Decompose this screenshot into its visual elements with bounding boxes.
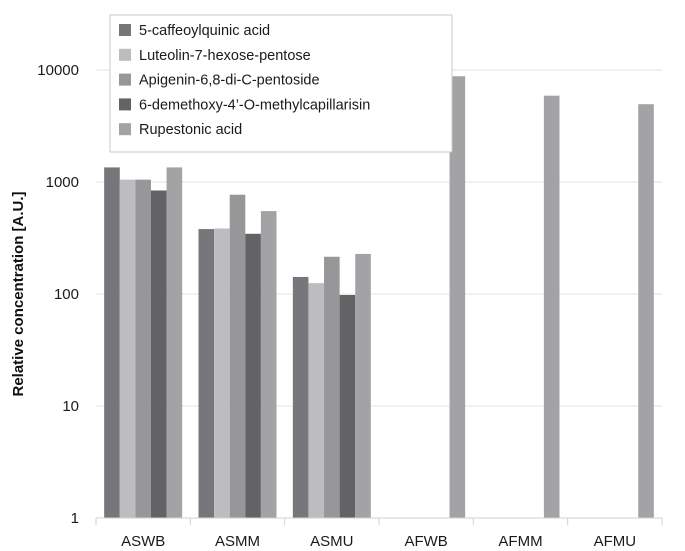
legend-label: Apigenin-6,8-di-C-pentoside [139, 73, 320, 89]
legend-swatch [119, 73, 131, 86]
bar [214, 228, 230, 518]
x-category-label: AFMM [498, 533, 542, 550]
x-category-label: ASMM [215, 533, 260, 550]
x-category-labels: ASWB ASMM ASMU AFWB AFMM AFMU [121, 533, 636, 550]
y-tick-label: 10 [62, 398, 79, 415]
y-tick-label: 10000 [37, 62, 79, 79]
bar [119, 179, 136, 518]
legend-swatch [119, 48, 131, 61]
bar [245, 233, 261, 518]
bar [260, 211, 277, 518]
bar [638, 104, 654, 518]
y-tick-label: 1 [71, 510, 79, 527]
bar [308, 283, 325, 518]
y-tick-labels: 1 10 100 1000 10000 [37, 62, 79, 527]
legend-swatch [119, 98, 131, 111]
legend-label: 5-caffeoylquinic acid [139, 23, 270, 39]
legend-label: Luteolin-7-hexose-pentose [139, 48, 311, 64]
bar [166, 167, 183, 518]
bar [150, 190, 167, 518]
x-category-label: ASMU [310, 533, 353, 550]
legend-label: Rupestonic acid [139, 122, 242, 138]
bars [104, 76, 654, 518]
bar [198, 229, 215, 518]
bar [449, 76, 466, 518]
axes [95, 517, 663, 525]
bar [292, 276, 309, 518]
legend-swatch [119, 123, 131, 136]
bar [324, 256, 340, 518]
bar [339, 294, 356, 518]
y-tick-label: 1000 [46, 174, 79, 191]
y-tick-label: 100 [54, 286, 79, 303]
legend: 5-caffeoylquinic acid Luteolin-7-hexose-p… [109, 14, 453, 153]
legend-box [109, 14, 453, 153]
legend-swatch [119, 24, 131, 36]
legend-label: 6-demethoxy-4’-O-methylcapillarisin [139, 97, 370, 113]
bar [135, 179, 151, 518]
bar [355, 253, 371, 518]
y-axis-title: Relative concentration [A.U.] [10, 191, 27, 396]
x-category-label: ASWB [121, 533, 165, 550]
x-category-label: AFMU [594, 533, 637, 550]
bar [104, 167, 120, 518]
bar [543, 95, 560, 518]
x-category-label: AFWB [404, 533, 447, 550]
legend-items: 5-caffeoylquinic acid Luteolin-7-hexose-p… [119, 23, 370, 138]
bar [229, 194, 246, 518]
